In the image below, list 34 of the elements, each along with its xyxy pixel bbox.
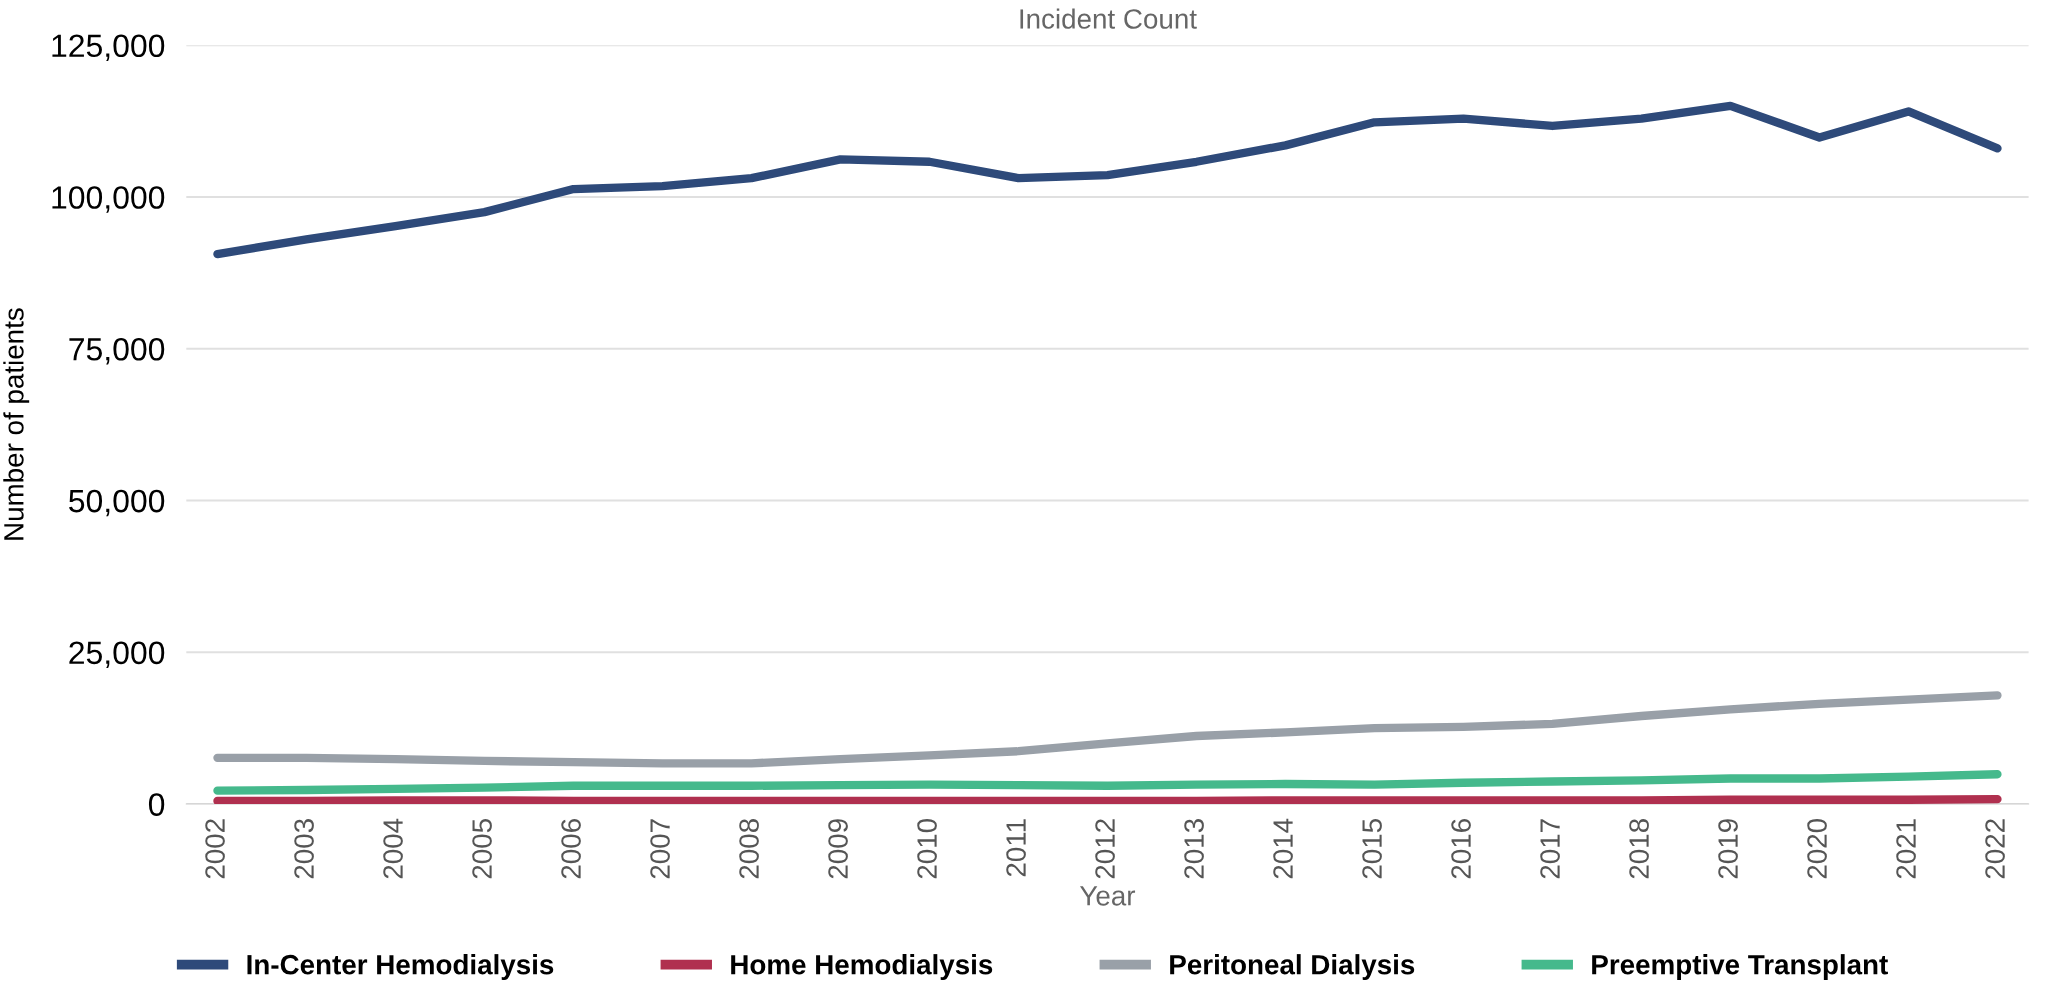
x-tick-label: 2015 [1362, 819, 1382, 879]
x-tick-label: 2020 [1807, 818, 1827, 879]
x-tick-label: 2022 [1985, 819, 2005, 879]
y-tick-label: 125,000 [52, 34, 165, 61]
x-tick-label: 2017 [1540, 819, 1560, 879]
x-tick-label: 2013 [1184, 819, 1204, 879]
x-tick-label: 2012 [1095, 819, 1115, 879]
x-tick-label: 2008 [739, 819, 759, 879]
x-axis-title: Year [1079, 886, 1136, 906]
x-tick-label: 2004 [383, 818, 403, 879]
x-tick-label: 2014 [1273, 818, 1293, 879]
y-tick-label: 100,000 [52, 186, 165, 213]
chart-title: Incident Count [1020, 8, 1197, 29]
x-tick-label: 2016 [1451, 819, 1471, 879]
legend-label: Home Hemodialysis [731, 954, 993, 980]
legend-label: Peritoneal Dialysis [1170, 954, 1415, 980]
y-tick-label: 50,000 [69, 489, 165, 517]
legend-label: Preemptive Transplant [1592, 954, 1888, 980]
x-tick-label: 2019 [1718, 819, 1738, 879]
y-tick-label: 0 [148, 793, 165, 816]
x-tick-label: 2002 [205, 819, 225, 879]
x-tick-label: 2006 [561, 819, 581, 879]
x-tick-label: 2010 [917, 818, 937, 879]
x-tick-label: 2018 [1629, 819, 1649, 879]
x-tick-label: 2007 [650, 819, 670, 879]
y-tick-label: 25,000 [69, 641, 165, 668]
x-tick-label: 2021 [1896, 819, 1916, 879]
x-tick-label: 2011 [1006, 819, 1026, 877]
y-axis-title: Number of patients [3, 308, 30, 540]
x-tick-label: 2009 [828, 819, 848, 879]
y-tick-label: 75,000 [69, 338, 165, 365]
legend-label: In-Center Hemodialysis [247, 954, 554, 980]
x-tick-label: 2003 [294, 819, 314, 879]
x-tick-label: 2005 [472, 819, 492, 879]
